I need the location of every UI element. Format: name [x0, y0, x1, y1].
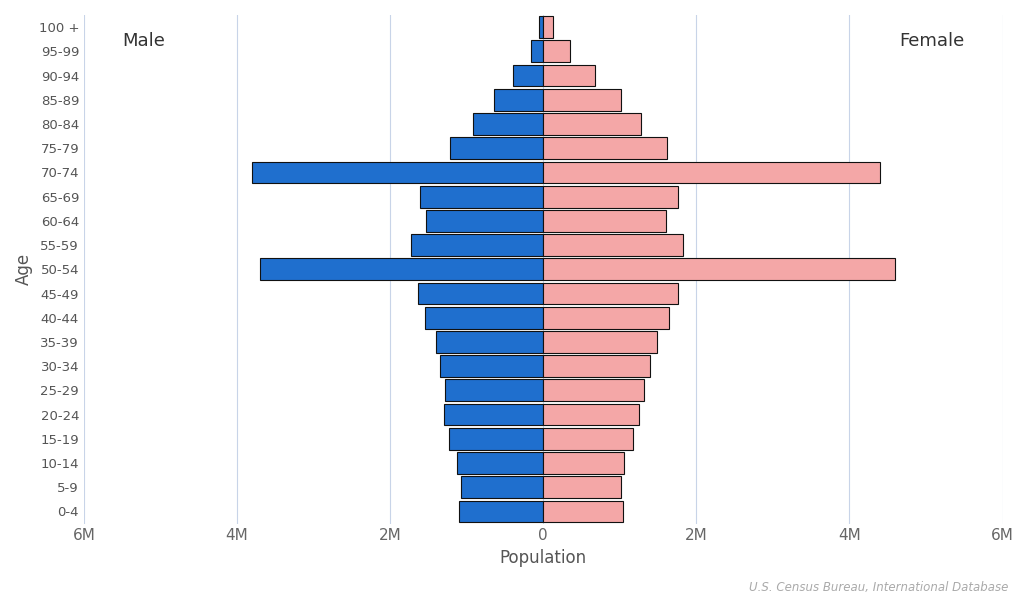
Bar [472, 113, 543, 135]
Text: Male: Male [122, 32, 165, 50]
Bar [543, 234, 682, 256]
Bar [513, 65, 543, 86]
Bar [436, 331, 543, 353]
Bar [543, 500, 623, 523]
Bar [543, 137, 667, 159]
Bar [439, 355, 543, 377]
Bar [543, 161, 880, 184]
Bar [446, 379, 543, 401]
Bar [543, 16, 554, 38]
Bar [543, 452, 624, 474]
Text: U.S. Census Bureau, International Database: U.S. Census Bureau, International Databa… [749, 581, 1008, 594]
Bar [411, 234, 543, 256]
Bar [543, 331, 658, 353]
Y-axis label: Age: Age [15, 253, 33, 286]
Bar [543, 283, 678, 304]
Bar [539, 16, 543, 38]
Bar [458, 452, 543, 474]
Text: Female: Female [899, 32, 964, 50]
Bar [426, 210, 543, 232]
Bar [543, 89, 620, 110]
Bar [494, 89, 543, 110]
Bar [531, 40, 543, 62]
Bar [260, 259, 543, 280]
Bar [425, 307, 543, 329]
Bar [459, 500, 543, 523]
X-axis label: Population: Population [500, 549, 587, 567]
Bar [543, 40, 570, 62]
Bar [461, 476, 543, 498]
Bar [543, 186, 678, 208]
Bar [543, 307, 669, 329]
Bar [543, 259, 895, 280]
Bar [543, 65, 595, 86]
Bar [252, 161, 543, 184]
Bar [419, 283, 543, 304]
Bar [543, 428, 633, 450]
Bar [543, 476, 620, 498]
Bar [449, 428, 543, 450]
Bar [543, 379, 643, 401]
Bar [450, 137, 543, 159]
Bar [543, 113, 641, 135]
Bar [543, 355, 650, 377]
Bar [543, 210, 666, 232]
Bar [445, 404, 543, 425]
Bar [543, 404, 639, 425]
Bar [420, 186, 543, 208]
